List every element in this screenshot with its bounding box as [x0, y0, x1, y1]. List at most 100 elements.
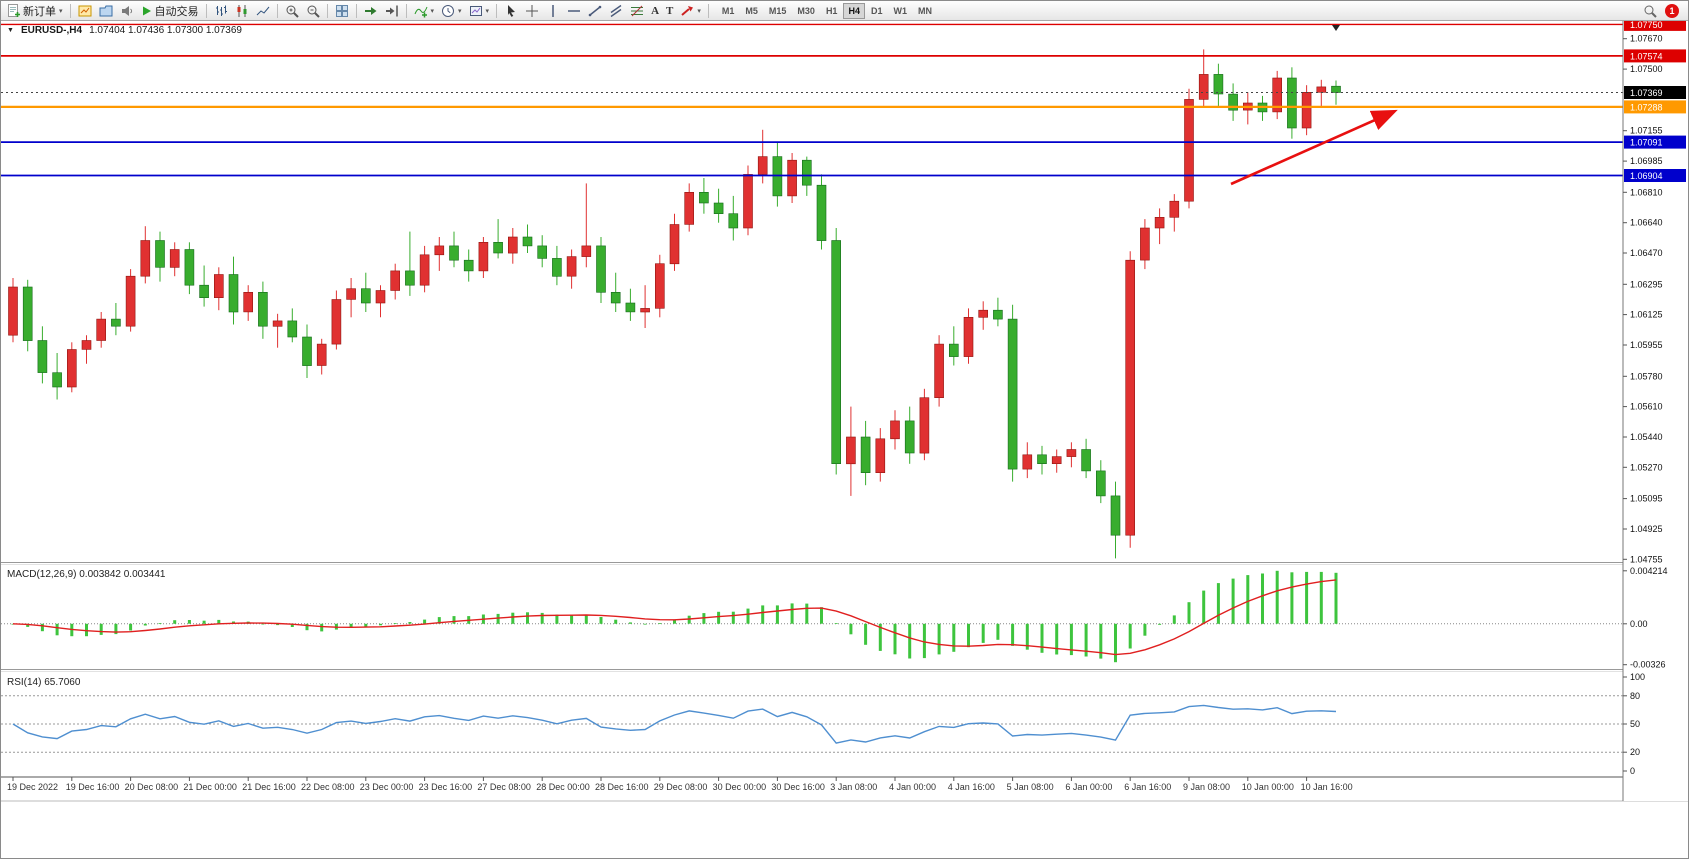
- chevron-down-icon: ▾: [59, 7, 63, 15]
- search-button[interactable]: [1640, 2, 1660, 20]
- line-chart-button[interactable]: [253, 2, 273, 20]
- chevron-down-icon: ▾: [697, 7, 701, 15]
- arrows-button[interactable]: ▾: [677, 2, 704, 20]
- bar-chart-icon: [215, 5, 227, 16]
- alerts-button[interactable]: [117, 2, 137, 20]
- cursor-icon: [508, 4, 516, 17]
- price-line-label-box: [1624, 100, 1686, 114]
- toolbar-separator: [205, 3, 207, 18]
- svg-text:1.06985: 1.06985: [1630, 156, 1663, 166]
- channel-button[interactable]: [606, 2, 626, 20]
- svg-text:1.07288: 1.07288: [1630, 102, 1663, 112]
- svg-text:1.05955: 1.05955: [1630, 340, 1663, 350]
- tile-windows-button[interactable]: [332, 2, 352, 20]
- svg-text:30 Dec 16:00: 30 Dec 16:00: [771, 782, 825, 792]
- trendline-button[interactable]: [585, 2, 605, 20]
- timeframe-d1-button[interactable]: D1: [866, 3, 888, 19]
- arrow-tool-icon: [681, 5, 694, 16]
- rsi-pane: [1, 695, 1623, 753]
- timeframe-mn-button[interactable]: MN: [913, 3, 937, 19]
- price-axis[interactable]: 1.07670 1.07500 1.07155 1.06985 1.06810 1.066…: [1622, 21, 1689, 801]
- pane-separator-macd[interactable]: [1, 562, 1689, 565]
- svg-text:27 Dec 08:00: 27 Dec 08:00: [477, 782, 531, 792]
- price-line-label-box: [1624, 135, 1686, 149]
- trend-arrow-annotation[interactable]: [1230, 109, 1398, 186]
- main-toolbar: 新订单 ▾ 自动交易: [1, 1, 1688, 21]
- price-chart[interactable]: 19 Dec 2022 19 Dec 16:00 20 Dec 08:00 21 De…: [1, 21, 1689, 859]
- zoom-out-button[interactable]: [303, 2, 323, 20]
- channel-icon: [610, 4, 622, 17]
- svg-text:21 Dec 00:00: 21 Dec 00:00: [183, 782, 237, 792]
- pane-separator-rsi[interactable]: [1, 669, 1689, 672]
- svg-text:3 Jan 08:00: 3 Jan 08:00: [830, 782, 877, 792]
- indicators-button[interactable]: ▾: [411, 2, 438, 20]
- vertical-line-icon: [552, 4, 554, 17]
- horizontal-line-button[interactable]: [564, 2, 584, 20]
- svg-text:5 Jan 08:00: 5 Jan 08:00: [1007, 782, 1054, 792]
- ohlc-values: 1.07404 1.07436 1.07300 1.07369: [89, 25, 242, 36]
- profiles-folder-icon: [99, 5, 113, 16]
- timeframe-m5-button[interactable]: M5: [740, 3, 763, 19]
- cursor-button[interactable]: [501, 2, 521, 20]
- toolbar-separator: [69, 3, 71, 18]
- chevron-down-icon: ▾: [430, 7, 435, 15]
- periods-button[interactable]: ▾: [438, 2, 465, 20]
- chevron-down-icon: ▾: [485, 7, 490, 15]
- line-chart-icon: [256, 6, 269, 15]
- price-line-label-box: [1624, 21, 1686, 31]
- zoom-in-button[interactable]: [282, 2, 302, 20]
- new-order-label: 新订单: [23, 5, 56, 18]
- collapse-triangle-icon[interactable]: ▼: [7, 27, 14, 34]
- chart-shift-marker: [1332, 25, 1340, 31]
- time-axis[interactable]: 19 Dec 2022 19 Dec 16:00 20 Dec 08:00 21 De…: [1, 776, 1689, 802]
- svg-text:1.07155: 1.07155: [1630, 126, 1663, 136]
- svg-text:-0.00326: -0.00326: [1630, 660, 1666, 670]
- bar-chart-button[interactable]: [211, 2, 231, 20]
- svg-text:1.05780: 1.05780: [1630, 371, 1663, 381]
- autotrading-label: 自动交易: [154, 5, 199, 18]
- text-label-button[interactable]: T: [663, 2, 676, 20]
- macd-indicator-label: MACD(12,26,9) 0.003842 0.003441: [7, 569, 166, 580]
- auto-scroll-button[interactable]: [361, 2, 381, 20]
- templates-button[interactable]: ▾: [466, 2, 493, 20]
- text-button[interactable]: A: [648, 2, 662, 20]
- timeframe-h4-button[interactable]: H4: [843, 2, 865, 19]
- fibonacci-button[interactable]: [627, 2, 647, 20]
- svg-text:9 Jan 08:00: 9 Jan 08:00: [1183, 782, 1230, 792]
- chart-window-icon: [78, 5, 92, 16]
- vertical-line-button[interactable]: [543, 2, 563, 20]
- candlestick-chart-button[interactable]: [232, 2, 252, 20]
- new-order-button[interactable]: 新订单 ▾: [4, 2, 66, 20]
- svg-text:1.07369: 1.07369: [1630, 88, 1663, 98]
- chart-shift-button[interactable]: [382, 2, 402, 20]
- macd-signal-line: [12, 579, 1337, 656]
- svg-text:4 Jan 16:00: 4 Jan 16:00: [948, 782, 995, 792]
- autotrading-button[interactable]: 自动交易: [138, 2, 202, 20]
- svg-text:28 Dec 16:00: 28 Dec 16:00: [595, 782, 649, 792]
- candles-layer: [8, 49, 1341, 559]
- notification-badge[interactable]: 1: [1665, 3, 1679, 18]
- svg-text:1.06125: 1.06125: [1630, 310, 1663, 320]
- crosshair-icon: [526, 4, 539, 17]
- crosshair-button[interactable]: [522, 2, 542, 20]
- horizontal-price-lines[interactable]: [1, 23, 1623, 177]
- indicators-icon: [414, 6, 427, 17]
- fibonacci-icon: [631, 5, 644, 16]
- timeframe-m30-button[interactable]: M30: [792, 3, 820, 19]
- symbol-period-label: EURUSD-,H4: [20, 25, 83, 36]
- tile-windows-icon: [335, 4, 348, 17]
- profiles-button[interactable]: [96, 2, 116, 20]
- svg-text:1.07670: 1.07670: [1630, 34, 1663, 44]
- svg-text:4 Jan 00:00: 4 Jan 00:00: [889, 782, 936, 792]
- timeframe-h1-button[interactable]: H1: [821, 3, 843, 19]
- charts-button[interactable]: [75, 2, 95, 20]
- timeframe-m15-button[interactable]: M15: [764, 3, 792, 19]
- rsi-indicator-label: RSI(14) 65.7060: [7, 677, 81, 688]
- speaker-icon: [121, 5, 132, 16]
- svg-text:28 Dec 00:00: 28 Dec 00:00: [536, 782, 590, 792]
- toolbar-separator: [496, 3, 498, 18]
- timeframe-m1-button[interactable]: M1: [717, 3, 740, 19]
- svg-text:1.05095: 1.05095: [1630, 494, 1663, 504]
- timeframe-w1-button[interactable]: W1: [888, 3, 912, 19]
